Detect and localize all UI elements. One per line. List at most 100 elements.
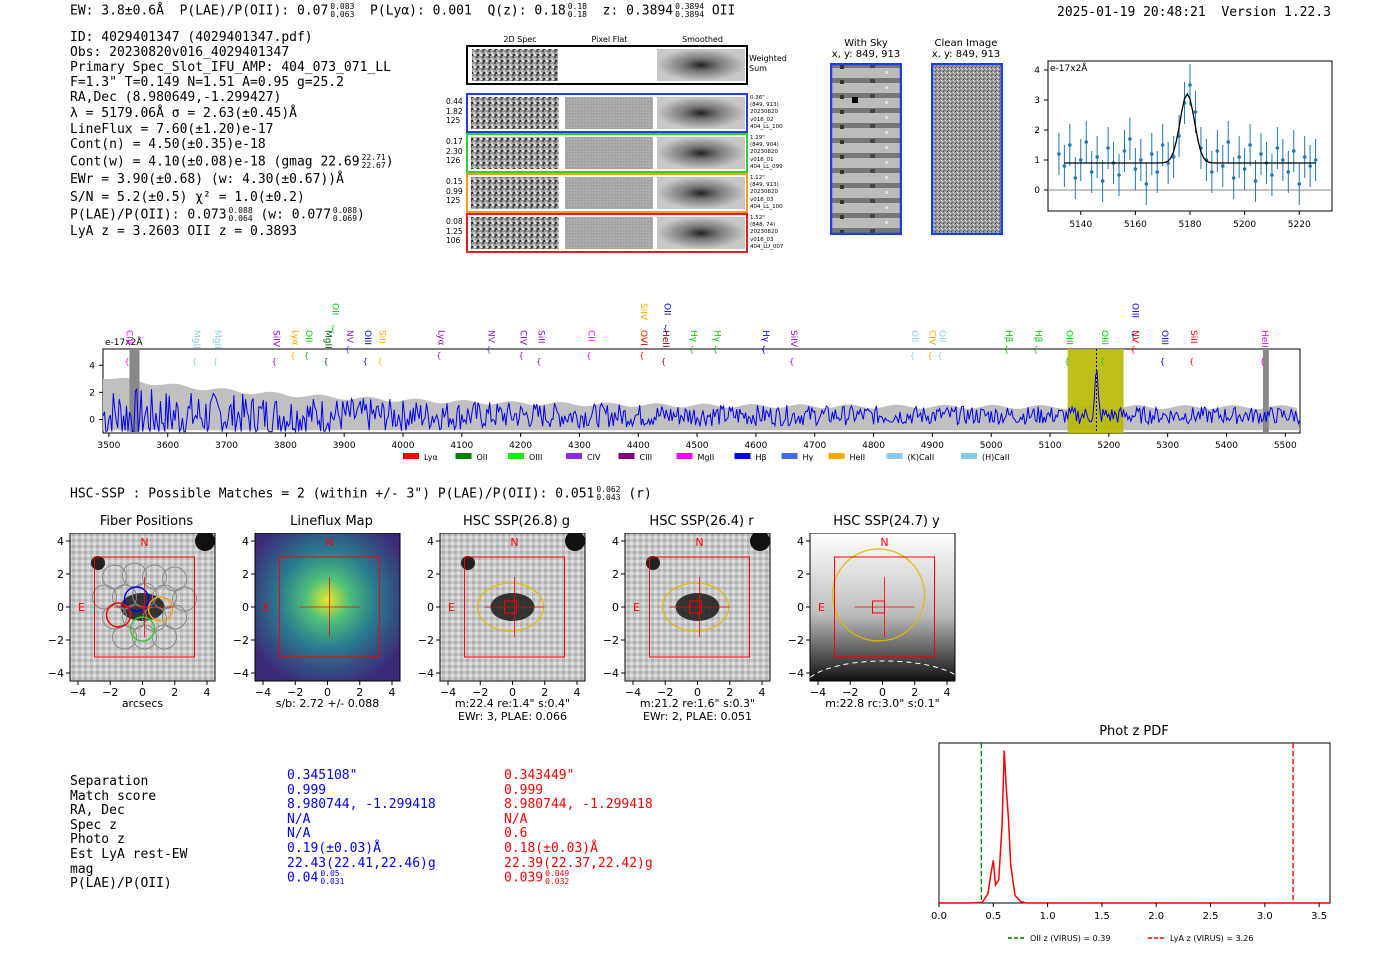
cutout-row-right-label: 0.36" (849, 913) 20230820 v016_02 404_LL_100: [750, 95, 783, 130]
spectrum-line-bracket: {: [761, 345, 766, 354]
spectrum-line-bracket: {: [910, 351, 915, 360]
zoom-point: [1291, 149, 1296, 153]
spectrum-line-bracket: {: [345, 345, 350, 354]
match-blue-value: 0.04 0.05 0.031: [287, 869, 345, 887]
spectrum-line-label: Hγ: [760, 330, 770, 343]
spectrum-legend-swatch: [566, 453, 582, 459]
spectrum-legend-swatch: [508, 453, 524, 459]
zoom-point: [1297, 182, 1302, 186]
spectrum-legend-swatch: [403, 453, 419, 459]
search-box: [94, 556, 195, 658]
panel-ytick-label: −2: [418, 634, 434, 647]
info-ewr: EWr = 3.90(±0.68) (w: 4.30(±0.67))Å: [70, 172, 344, 187]
photz-xtick-label: 2.0: [1148, 911, 1164, 922]
panel-ytick-label: −4: [603, 667, 619, 680]
panel-xtick-label: 2: [171, 686, 178, 699]
neighbor-source: [646, 556, 660, 570]
spectrum-line-bracket: {: [1064, 357, 1069, 366]
east-label: E: [448, 601, 455, 614]
panel-ytick-label: 2: [612, 568, 619, 581]
spectrum-line-bracket: {: [272, 357, 277, 366]
match-row-label: Photo z: [70, 832, 125, 848]
photz-legend-label: LyA z (VIRUS) = 3.26: [1170, 934, 1253, 943]
spectrum-line-label: OIII: [362, 330, 372, 345]
spectrum-line-label: CIII: [124, 330, 134, 344]
zoom-xtick-label: 5220: [1288, 220, 1311, 230]
match-row-label: Est LyA rest-EW: [70, 847, 188, 862]
panel-xtick-label: 4: [204, 686, 211, 699]
zoom-point: [1302, 155, 1307, 159]
spectrum-legend-swatch: [886, 453, 903, 459]
fiber-highlight-orange: [147, 596, 174, 622]
spectrum-line-label: NV: [344, 330, 354, 344]
spectrum-line-label: CII: [585, 330, 595, 342]
spectrum-legend-label: HeII: [850, 453, 866, 462]
zoom-ytick-label: 3: [1034, 96, 1040, 106]
cutout-row-right-label: 1.19" (849, 904) 20230820 v016_01 404_LL_099: [750, 135, 783, 170]
spectrum-line-bracket: {: [1100, 357, 1105, 366]
aperture-circle: [831, 548, 926, 642]
east-label: E: [78, 601, 85, 614]
zoom-point: [1106, 146, 1110, 150]
cutout-2d-spec: [471, 217, 559, 249]
spectrum-legend-label: OII: [477, 453, 488, 462]
spectrum-unit-label: e-17x2Å: [105, 336, 143, 348]
panel-ytick-label: 0: [242, 601, 249, 614]
header-timestamp: 2025-01-19 20:48:21 Version 1.22.3: [1057, 5, 1331, 20]
zoom-point: [1242, 167, 1247, 171]
zoom-point: [1117, 173, 1121, 177]
spectrum-line-bracket: {: [330, 324, 335, 333]
spectrum-line-label: MgII: [191, 330, 201, 349]
panel-title: Lineflux Map: [290, 514, 373, 529]
spectrum-line-label: Lyα: [435, 330, 445, 346]
zoom-point: [1160, 143, 1165, 147]
panel-ytick-label: 2: [242, 568, 249, 581]
panel-xtick-label: −2: [287, 686, 303, 699]
east-label: E: [818, 601, 825, 614]
weighted-sum-label: Weighted Sum: [749, 54, 787, 73]
spectrum-line-label: OIII: [1099, 330, 1109, 345]
spectrum-line-bracket: {: [125, 357, 130, 366]
photz-frame: [938, 742, 1331, 904]
fiber-circle: [102, 564, 127, 590]
spectrum-legend-label: CIV: [587, 453, 601, 462]
spectrum-ytick-label: 2: [89, 388, 95, 398]
zoom-point: [1133, 167, 1138, 171]
spectrum-line-label: Hβ: [1032, 330, 1042, 343]
north-label: N: [695, 536, 703, 549]
panel-xtick-label: −2: [472, 686, 488, 699]
zoom-point: [1313, 158, 1318, 162]
zoom-xtick-label: 5180: [1179, 220, 1202, 230]
north-label: N: [880, 536, 888, 549]
spectrum-xtick-label: 3500: [97, 441, 120, 451]
cutout-row-right-label: 1.52" (848, 74) 20230820 v016_03 404_LU_007: [750, 215, 784, 250]
panel-xtick-label: 0: [324, 686, 331, 699]
spectrum-line-bracket: {: [639, 351, 644, 360]
panel-xtick-label: −2: [102, 686, 118, 699]
spectrum-line-label: SiIV: [271, 330, 281, 348]
north-label: N: [510, 536, 518, 549]
panel-ytick-label: 4: [242, 535, 249, 548]
spectrum-line-bracket: {: [304, 351, 309, 360]
fiber-circle: [152, 584, 177, 610]
zoom-point: [1253, 179, 1258, 183]
spectrum-ytick-label: 4: [89, 361, 95, 371]
spectrum-line-bracket: {: [1033, 345, 1038, 354]
spectrum-line-bracket: {: [436, 351, 441, 360]
east-label: E: [633, 601, 640, 614]
spectrum-line-bracket: {: [1130, 345, 1135, 354]
cutout-header-smoothed: Smoothed: [682, 35, 723, 44]
match-row-label: Separation: [70, 774, 149, 789]
search-box: [649, 556, 750, 658]
info-lineflux: LineFlux = 7.60(±1.20)e-17: [70, 122, 274, 137]
fiber-circle: [162, 604, 187, 630]
spectrum-line-label: Hβ: [1003, 330, 1013, 343]
match-red-value: 0.6: [504, 826, 528, 842]
zoom-point: [1095, 155, 1099, 159]
panel-caption: m:21.2 re:1.6" s:0.3": [639, 697, 756, 710]
panel-xtick-label: −4: [255, 686, 271, 699]
spectrum-line-label: HeII: [1259, 330, 1269, 348]
spectrum-line-label: NV: [485, 330, 495, 344]
spectrum-xtick-label: 3700: [215, 441, 238, 451]
spectrum-line-label: OIII: [1159, 330, 1169, 345]
